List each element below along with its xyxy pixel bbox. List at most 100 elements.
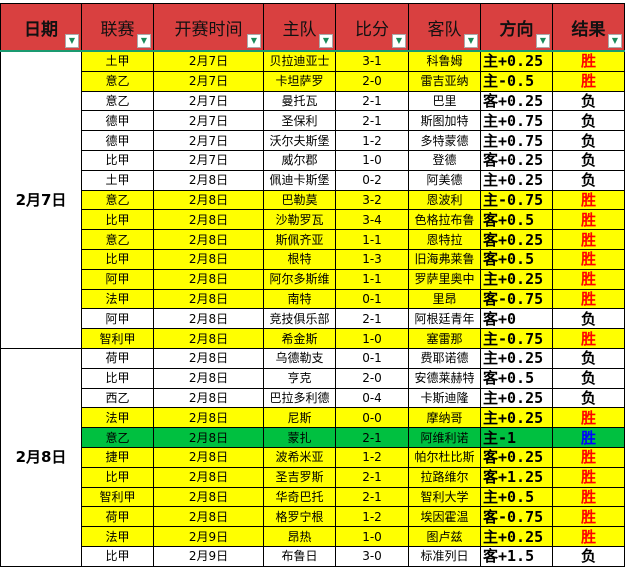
home-team-cell: 圣保利: [263, 110, 336, 132]
direction-cell: 主+0.25: [480, 347, 553, 369]
direction-cell: 客+0.25: [480, 149, 553, 171]
header-label: 客队: [427, 19, 462, 40]
home-team-cell: 巴勒莫: [263, 189, 336, 211]
filter-dropdown-icon[interactable]: ▼: [464, 34, 478, 48]
score-cell: 0-1: [335, 288, 409, 310]
filter-dropdown-icon[interactable]: ▼: [65, 34, 79, 48]
time-cell: 2月8日: [153, 169, 264, 191]
result-cell: 负: [552, 308, 625, 330]
league-cell: 意乙: [81, 90, 154, 112]
score-cell: 2-1: [335, 486, 409, 508]
result-cell: 胜: [552, 526, 625, 547]
time-cell: 2月8日: [153, 407, 264, 429]
score-cell: 3-0: [335, 545, 409, 567]
table-row: 意乙 2月7日 曼托瓦 2-1 巴里 客+0.25 负: [1, 90, 625, 112]
table-row: 土甲 2月8日 佩迪卡斯堡 0-2 阿美德 主+0.25 负: [1, 169, 625, 191]
home-team-cell: 华奇巴托: [263, 486, 336, 508]
table-row: 智利甲 2月8日 华奇巴托 2-1 智利大学 主+0.5 胜: [1, 486, 625, 508]
home-team-cell: 竞技俱乐部: [263, 308, 336, 330]
table-row: 捷甲 2月8日 波希米亚 1-2 帕尔杜比斯 客+0.25 胜: [1, 446, 625, 468]
direction-cell: 客+1.5: [480, 545, 553, 567]
score-cell: 1-0: [335, 526, 409, 547]
score-cell: 3-1: [335, 50, 409, 72]
score-cell: 1-3: [335, 248, 409, 270]
time-cell: 2月8日: [153, 248, 264, 270]
table-row: 比甲 2月8日 根特 1-3 旧海弗莱鲁 客+0.5 胜: [1, 248, 625, 270]
direction-cell: 客+1.25: [480, 466, 553, 488]
away-team-cell: 里昂: [408, 288, 481, 310]
time-cell: 2月7日: [153, 110, 264, 132]
time-cell: 2月8日: [153, 288, 264, 310]
table-row: 意乙 2月8日 蒙扎 2-1 阿维利诺 主-1 胜: [1, 427, 625, 448]
direction-cell: 主+0.25: [480, 268, 553, 290]
filter-dropdown-icon[interactable]: ▼: [392, 34, 406, 48]
score-cell: 2-1: [335, 90, 409, 112]
result-cell: 胜: [552, 268, 625, 290]
result-cell: 胜: [552, 466, 625, 488]
filter-dropdown-icon[interactable]: ▼: [137, 34, 151, 48]
league-cell: 荷甲: [81, 506, 154, 528]
table-row: 法甲 2月8日 尼斯 0-0 摩纳哥 主+0.25 胜: [1, 407, 625, 429]
header-label: 主队: [282, 19, 317, 40]
score-cell: 0-0: [335, 407, 409, 429]
header-score: 比分 ▼: [335, 3, 409, 52]
result-cell: 负: [552, 347, 625, 369]
home-team-cell: 巴拉多利德: [263, 387, 336, 409]
result-cell: 胜: [552, 486, 625, 508]
league-cell: 土甲: [81, 50, 154, 72]
away-team-cell: 帕尔杜比斯: [408, 446, 481, 468]
result-cell: 胜: [552, 70, 625, 92]
score-cell: 2-0: [335, 367, 409, 389]
result-cell: 负: [552, 130, 625, 151]
league-cell: 西乙: [81, 387, 154, 409]
direction-cell: 主+0.75: [480, 110, 553, 132]
table-row: 法甲 2月8日 南特 0-1 里昂 客-0.75 胜: [1, 288, 625, 310]
time-cell: 2月7日: [153, 50, 264, 72]
result-cell: 胜: [552, 189, 625, 211]
header-league: 联赛 ▼: [81, 3, 154, 52]
home-team-cell: 乌德勒支: [263, 347, 336, 369]
filter-dropdown-icon[interactable]: ▼: [608, 34, 622, 48]
league-cell: 土甲: [81, 169, 154, 191]
result-cell: 负: [552, 367, 625, 389]
away-team-cell: 拉路维尔: [408, 466, 481, 488]
time-cell: 2月8日: [153, 466, 264, 488]
away-team-cell: 恩特拉: [408, 229, 481, 250]
table-row: 比甲 2月9日 布鲁日 3-0 标准列日 客+1.5 负: [1, 545, 625, 567]
direction-cell: 主+0.25: [480, 407, 553, 429]
filter-dropdown-icon[interactable]: ▼: [319, 34, 333, 48]
direction-cell: 客+0.5: [480, 248, 553, 270]
away-team-cell: 巴里: [408, 90, 481, 112]
result-cell: 胜: [552, 248, 625, 270]
league-cell: 法甲: [81, 526, 154, 547]
table-row: 阿甲 2月8日 竞技俱乐部 2-1 阿根廷青年 客+0 负: [1, 308, 625, 330]
score-cell: 0-1: [335, 347, 409, 369]
home-team-cell: 卡坦萨罗: [263, 70, 336, 92]
direction-cell: 主+0.25: [480, 50, 553, 72]
result-cell: 胜: [552, 506, 625, 528]
result-cell: 胜: [552, 209, 625, 231]
time-cell: 2月8日: [153, 506, 264, 528]
result-cell: 负: [552, 110, 625, 132]
score-cell: 1-1: [335, 229, 409, 250]
home-team-cell: 蒙扎: [263, 427, 336, 448]
time-cell: 2月7日: [153, 130, 264, 151]
away-team-cell: 斯图加特: [408, 110, 481, 132]
direction-cell: 客+0.5: [480, 209, 553, 231]
away-team-cell: 色格拉布鲁: [408, 209, 481, 231]
filter-dropdown-icon[interactable]: ▼: [247, 34, 261, 48]
away-team-cell: 标准列日: [408, 545, 481, 567]
score-cell: 1-2: [335, 130, 409, 151]
filter-dropdown-icon[interactable]: ▼: [536, 34, 550, 48]
home-team-cell: 阿尔多斯维: [263, 268, 336, 290]
time-cell: 2月8日: [153, 367, 264, 389]
home-team-cell: 威尔郡: [263, 149, 336, 171]
score-cell: 0-2: [335, 169, 409, 191]
home-team-cell: 布鲁日: [263, 545, 336, 567]
league-cell: 比甲: [81, 209, 154, 231]
direction-cell: 客+0.25: [480, 229, 553, 250]
time-cell: 2月7日: [153, 70, 264, 92]
league-cell: 捷甲: [81, 446, 154, 468]
table-row: 比甲 2月8日 沙勒罗瓦 3-4 色格拉布鲁 客+0.5 胜: [1, 209, 625, 231]
result-cell: 胜: [552, 446, 625, 468]
